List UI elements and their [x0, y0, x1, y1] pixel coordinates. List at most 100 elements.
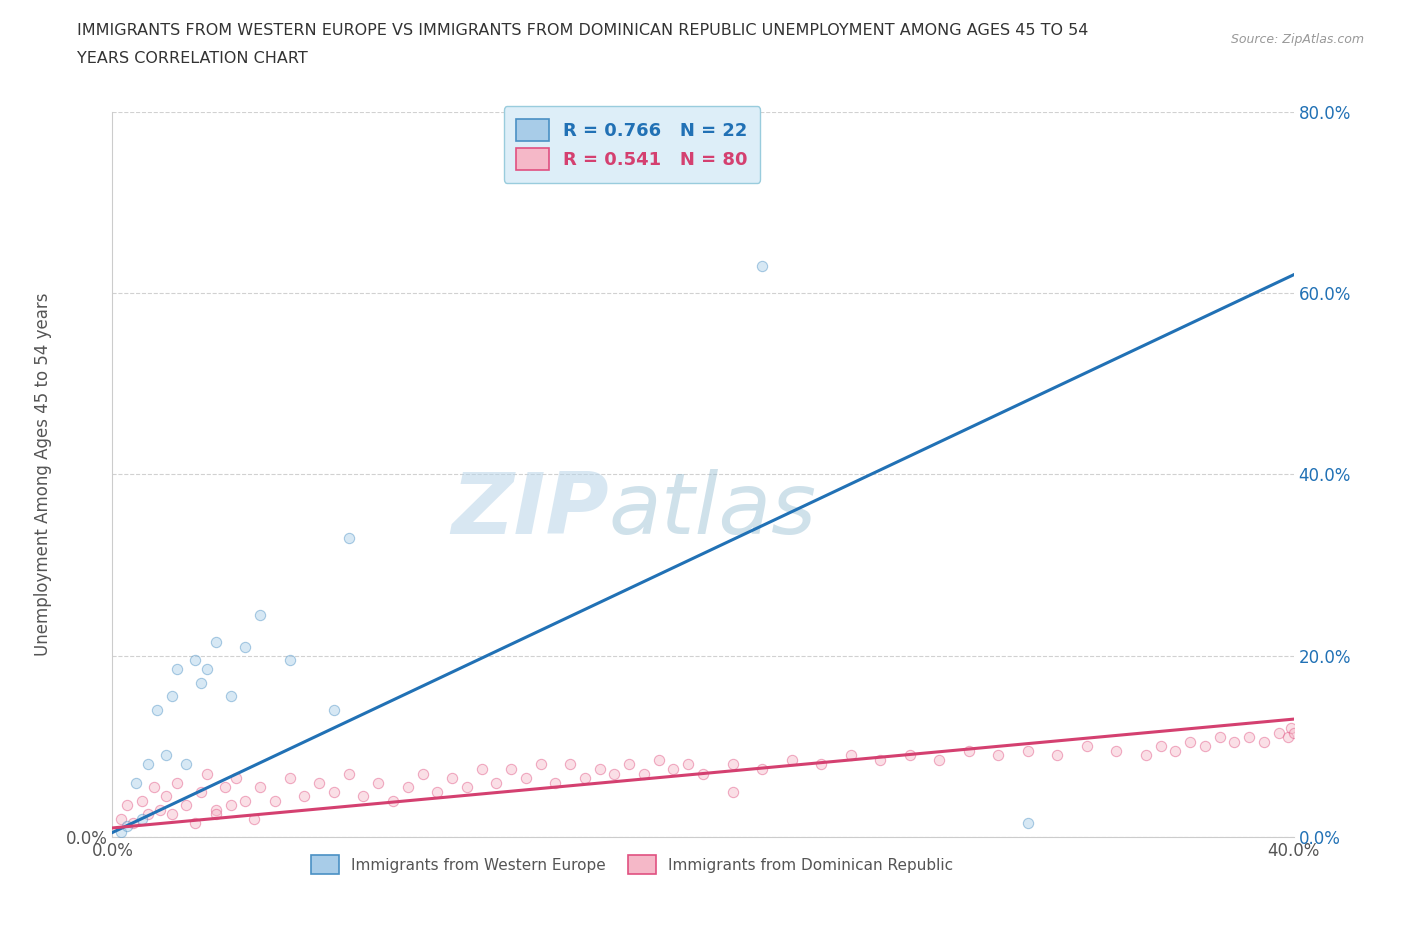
Point: [751, 762, 773, 777]
Point: [117, 798, 138, 813]
Text: atlas: atlas: [609, 469, 817, 552]
Point: [678, 757, 700, 772]
Point: [1046, 748, 1069, 763]
Point: [470, 762, 494, 777]
Point: [647, 752, 671, 767]
Point: [1164, 743, 1187, 758]
Point: [633, 766, 655, 781]
Point: [928, 752, 950, 767]
Text: ZIP: ZIP: [451, 469, 609, 552]
Point: [411, 766, 433, 781]
Point: [233, 793, 256, 808]
Point: [195, 766, 218, 781]
Point: [323, 703, 346, 718]
Point: [146, 703, 169, 718]
Point: [166, 662, 188, 677]
Point: [396, 779, 419, 794]
Point: [898, 748, 921, 763]
Point: [142, 779, 165, 794]
Point: [1178, 735, 1201, 750]
Point: [337, 530, 360, 545]
Point: [485, 776, 508, 790]
Point: [110, 811, 132, 827]
Point: [987, 748, 1010, 763]
Point: [205, 807, 228, 822]
Point: [382, 793, 405, 808]
Point: [264, 793, 287, 808]
Text: Source: ZipAtlas.com: Source: ZipAtlas.com: [1230, 33, 1364, 46]
Point: [278, 771, 301, 786]
Point: [1268, 725, 1291, 740]
Point: [441, 771, 464, 786]
Point: [810, 757, 832, 772]
Point: [233, 639, 256, 654]
Point: [243, 811, 266, 827]
Point: [122, 816, 145, 830]
Point: [136, 807, 159, 822]
Y-axis label: Unemployment Among Ages 45 to 54 years: Unemployment Among Ages 45 to 54 years: [34, 293, 52, 656]
Point: [1223, 735, 1246, 750]
Point: [166, 776, 188, 790]
Point: [515, 771, 537, 786]
Point: [205, 634, 228, 649]
Point: [839, 748, 862, 763]
Point: [125, 776, 148, 790]
Point: [957, 743, 980, 758]
Point: [160, 689, 183, 704]
Point: [110, 825, 132, 840]
Point: [721, 757, 744, 772]
Point: [219, 689, 242, 704]
Point: [160, 807, 183, 822]
Point: [249, 607, 271, 622]
Point: [367, 776, 389, 790]
Point: [426, 784, 449, 799]
Point: [1076, 738, 1098, 753]
Point: [174, 757, 197, 772]
Point: [662, 762, 685, 777]
Point: [219, 798, 242, 813]
Point: [136, 757, 159, 772]
Point: [1208, 730, 1232, 745]
Point: [190, 675, 212, 690]
Point: [155, 789, 177, 804]
Point: [1194, 738, 1216, 753]
Point: [352, 789, 374, 804]
Point: [190, 784, 212, 799]
Point: [1150, 738, 1173, 753]
Point: [780, 752, 803, 767]
Point: [588, 762, 610, 777]
Text: YEARS CORRELATION CHART: YEARS CORRELATION CHART: [77, 51, 308, 66]
Point: [337, 766, 360, 781]
Point: [558, 757, 582, 772]
Point: [751, 259, 773, 273]
Point: [131, 793, 153, 808]
Point: [1277, 730, 1299, 745]
Point: [308, 776, 330, 790]
Point: [195, 662, 218, 677]
Point: [292, 789, 315, 804]
Point: [1017, 743, 1039, 758]
Point: [869, 752, 891, 767]
Point: [225, 771, 247, 786]
Point: [721, 784, 744, 799]
Point: [1105, 743, 1128, 758]
Point: [149, 803, 172, 817]
Point: [249, 779, 271, 794]
Point: [278, 653, 301, 668]
Point: [1239, 730, 1261, 745]
Point: [456, 779, 478, 794]
Point: [1279, 721, 1302, 736]
Point: [117, 818, 138, 833]
Point: [574, 771, 596, 786]
Point: [1253, 735, 1275, 750]
Point: [214, 779, 236, 794]
Point: [692, 766, 714, 781]
Point: [529, 757, 551, 772]
Point: [1017, 816, 1039, 830]
Point: [323, 784, 346, 799]
Point: [619, 757, 641, 772]
Point: [1282, 725, 1305, 740]
Point: [131, 811, 153, 827]
Point: [174, 798, 197, 813]
Point: [501, 762, 523, 777]
